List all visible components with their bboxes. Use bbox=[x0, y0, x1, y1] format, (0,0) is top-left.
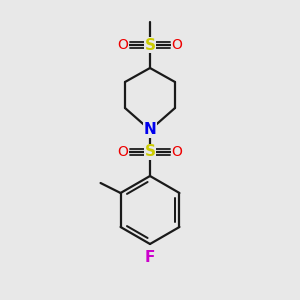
Text: F: F bbox=[145, 250, 155, 266]
Text: N: N bbox=[144, 122, 156, 137]
Text: S: S bbox=[145, 145, 155, 160]
Text: O: O bbox=[172, 38, 182, 52]
Text: O: O bbox=[118, 145, 128, 159]
Text: O: O bbox=[172, 145, 182, 159]
Text: S: S bbox=[145, 38, 155, 52]
Text: O: O bbox=[118, 38, 128, 52]
